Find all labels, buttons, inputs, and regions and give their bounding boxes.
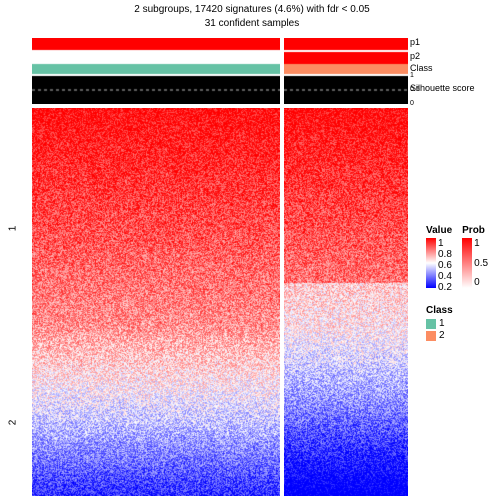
title-main: 2 subgroups, 17420 signatures (4.6%) wit…	[0, 4, 504, 15]
legend-tick: 0.5	[474, 258, 488, 269]
silhouette-tick: 0.5	[410, 86, 420, 93]
legend-class-item: 2	[426, 330, 453, 341]
legend-value-title: Value	[426, 225, 452, 236]
legend-tick: 1	[474, 238, 488, 249]
heatmap-left	[32, 108, 280, 496]
legend-prob-title: Prob	[462, 225, 488, 236]
legend-class-title: Class	[426, 305, 453, 316]
legend-class-item: 1	[426, 318, 453, 329]
legend-tick: 0.4	[438, 271, 452, 282]
row-group-label: 2	[7, 420, 18, 426]
legend-class: Class 12	[426, 305, 453, 342]
silhouette-tick: 1	[410, 72, 414, 79]
anno-label-p2: p2	[410, 51, 420, 61]
legend-tick: 0.2	[438, 282, 452, 293]
silhouette-tick: 0	[410, 100, 414, 107]
legend-tick: 0	[474, 277, 488, 288]
row-group-label: 1	[7, 226, 18, 232]
heatmap-right	[284, 108, 408, 496]
legend-tick: 0.8	[438, 249, 452, 260]
anno-label-p1: p1	[410, 37, 420, 47]
legend-value-prob: Value 10.80.60.40.2 Prob 10.50	[426, 225, 488, 288]
annotation-bars-right	[284, 38, 408, 104]
title-sub: 31 confident samples	[0, 18, 504, 29]
legend-tick: 1	[438, 238, 452, 249]
annotation-bars-left	[32, 38, 280, 104]
legend-tick: 0.6	[438, 260, 452, 271]
